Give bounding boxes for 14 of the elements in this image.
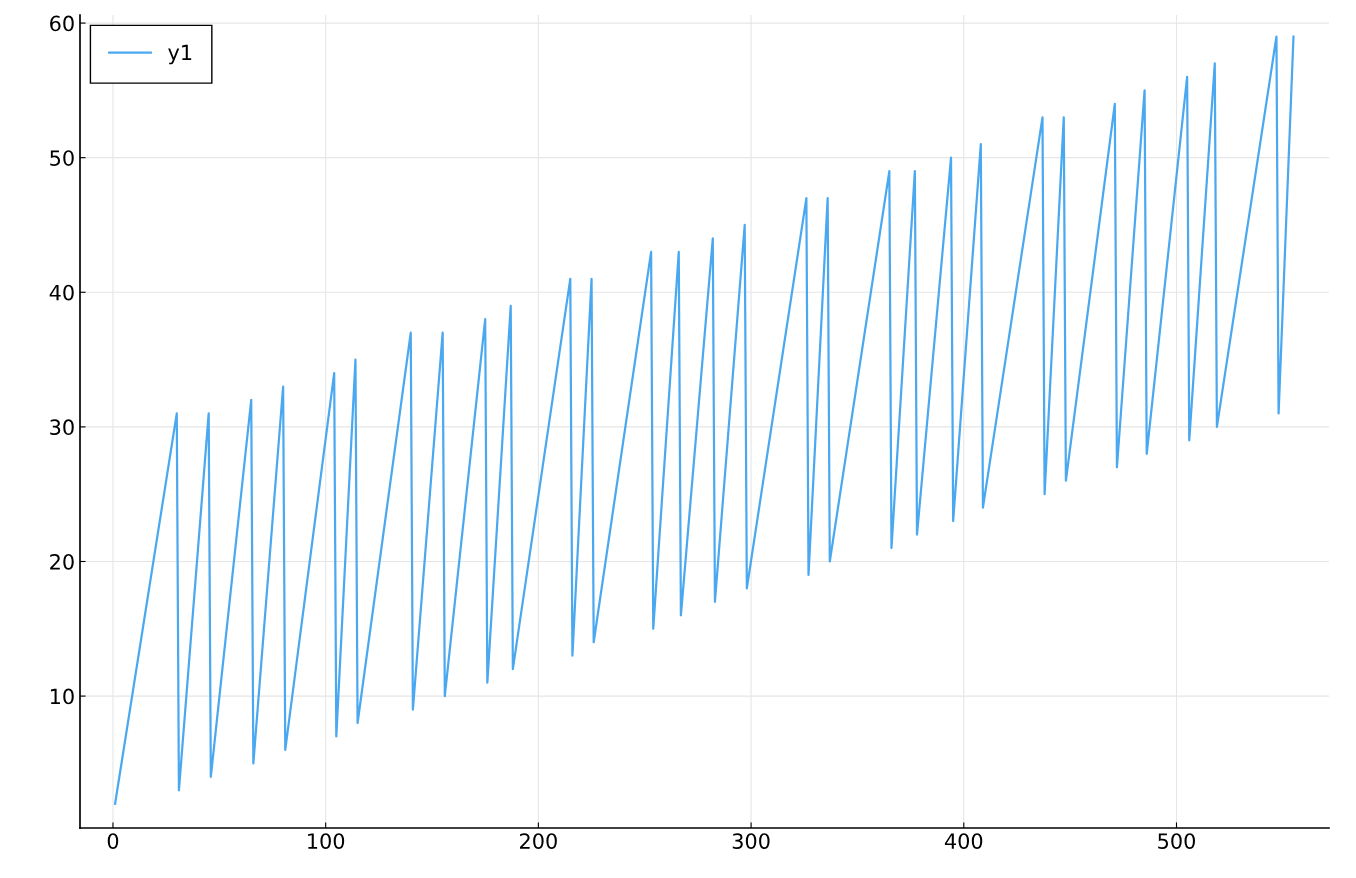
- y-tick-label: 40: [49, 284, 74, 301]
- legend-label: y1: [168, 44, 192, 65]
- x-tick-label: 0: [107, 833, 119, 849]
- x-tick-label: 100: [308, 833, 345, 849]
- x-tick-label: 500: [1158, 833, 1195, 849]
- x-tick-label: 400: [944, 833, 983, 849]
- y-tick-label: 20: [50, 553, 74, 570]
- x-tick-label: 200: [520, 833, 557, 849]
- y-tick-label: 50: [50, 150, 74, 166]
- y-tick-label: 10: [50, 688, 74, 705]
- x-tick-label: 300: [732, 833, 770, 849]
- y-tick-label: 60: [50, 15, 74, 32]
- y-tick-label: 30: [50, 419, 74, 436]
- line-series: [113, 35, 1295, 805]
